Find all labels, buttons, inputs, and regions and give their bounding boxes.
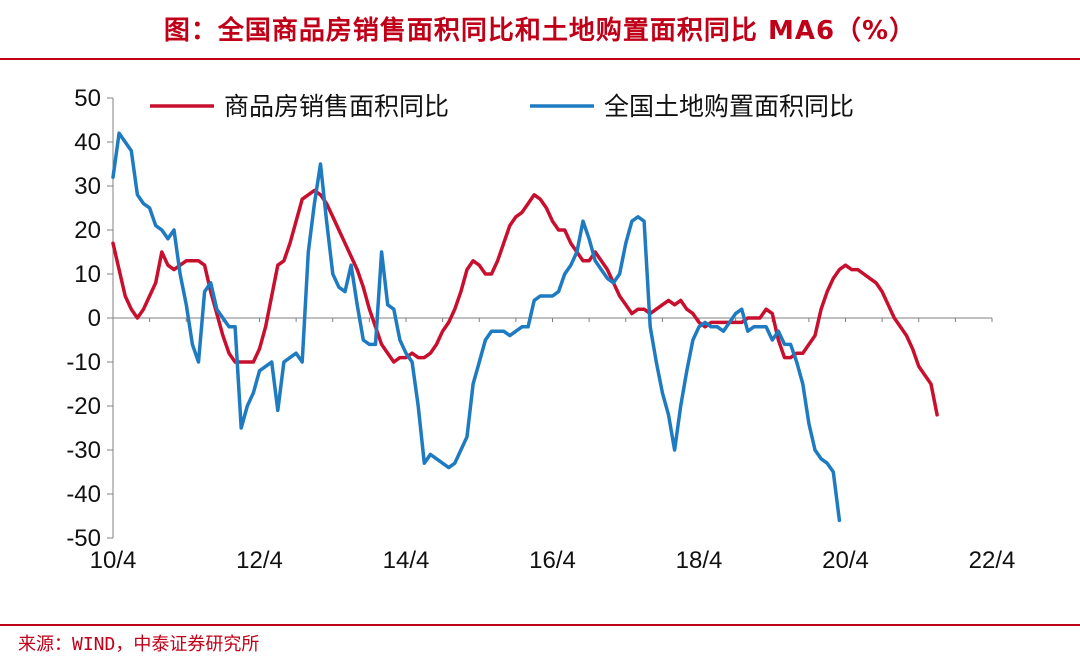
- series-line-land: [111, 131, 842, 523]
- y-tick-label: -40: [66, 481, 101, 508]
- y-tick-label: 0: [88, 305, 101, 332]
- y-tick-label: 20: [74, 217, 101, 244]
- legend-label: 全国土地购置面积同比: [604, 93, 854, 121]
- chart-area: 50 40 30 20 10 0 -10 -20 -30 -40 -50 10/4 12/4 14/4 16…: [0, 60, 1080, 620]
- y-tick-label: 30: [74, 173, 101, 200]
- y-tick-label: -10: [66, 349, 101, 376]
- y-tick-label: -20: [66, 393, 101, 420]
- x-tick-label: 18/4: [676, 547, 723, 574]
- series-line-sales: [111, 188, 939, 417]
- x-tick-label: 14/4: [383, 547, 430, 574]
- y-tick-label: 50: [74, 85, 101, 112]
- x-tick-label: 16/4: [529, 547, 576, 574]
- chart-title: 图：全国商品房销售面积同比和土地购置面积同比 MA6（%）: [163, 15, 917, 46]
- source-divider: [0, 624, 1080, 626]
- x-tick-label: 10/4: [90, 547, 137, 574]
- y-tick-label: 10: [74, 261, 101, 288]
- x-tick-label: 22/4: [969, 547, 1016, 574]
- legend-label: 商品房销售面积同比: [224, 93, 449, 121]
- y-tick-label: -30: [66, 437, 101, 464]
- y-tick-label: -50: [66, 525, 101, 552]
- source-note: 来源：WIND，中泰证券研究所: [18, 634, 260, 655]
- title-divider: [0, 58, 1080, 60]
- y-tick-label: 40: [74, 129, 101, 156]
- x-tick-label: 20/4: [822, 547, 869, 574]
- x-tick-label: 12/4: [236, 547, 283, 574]
